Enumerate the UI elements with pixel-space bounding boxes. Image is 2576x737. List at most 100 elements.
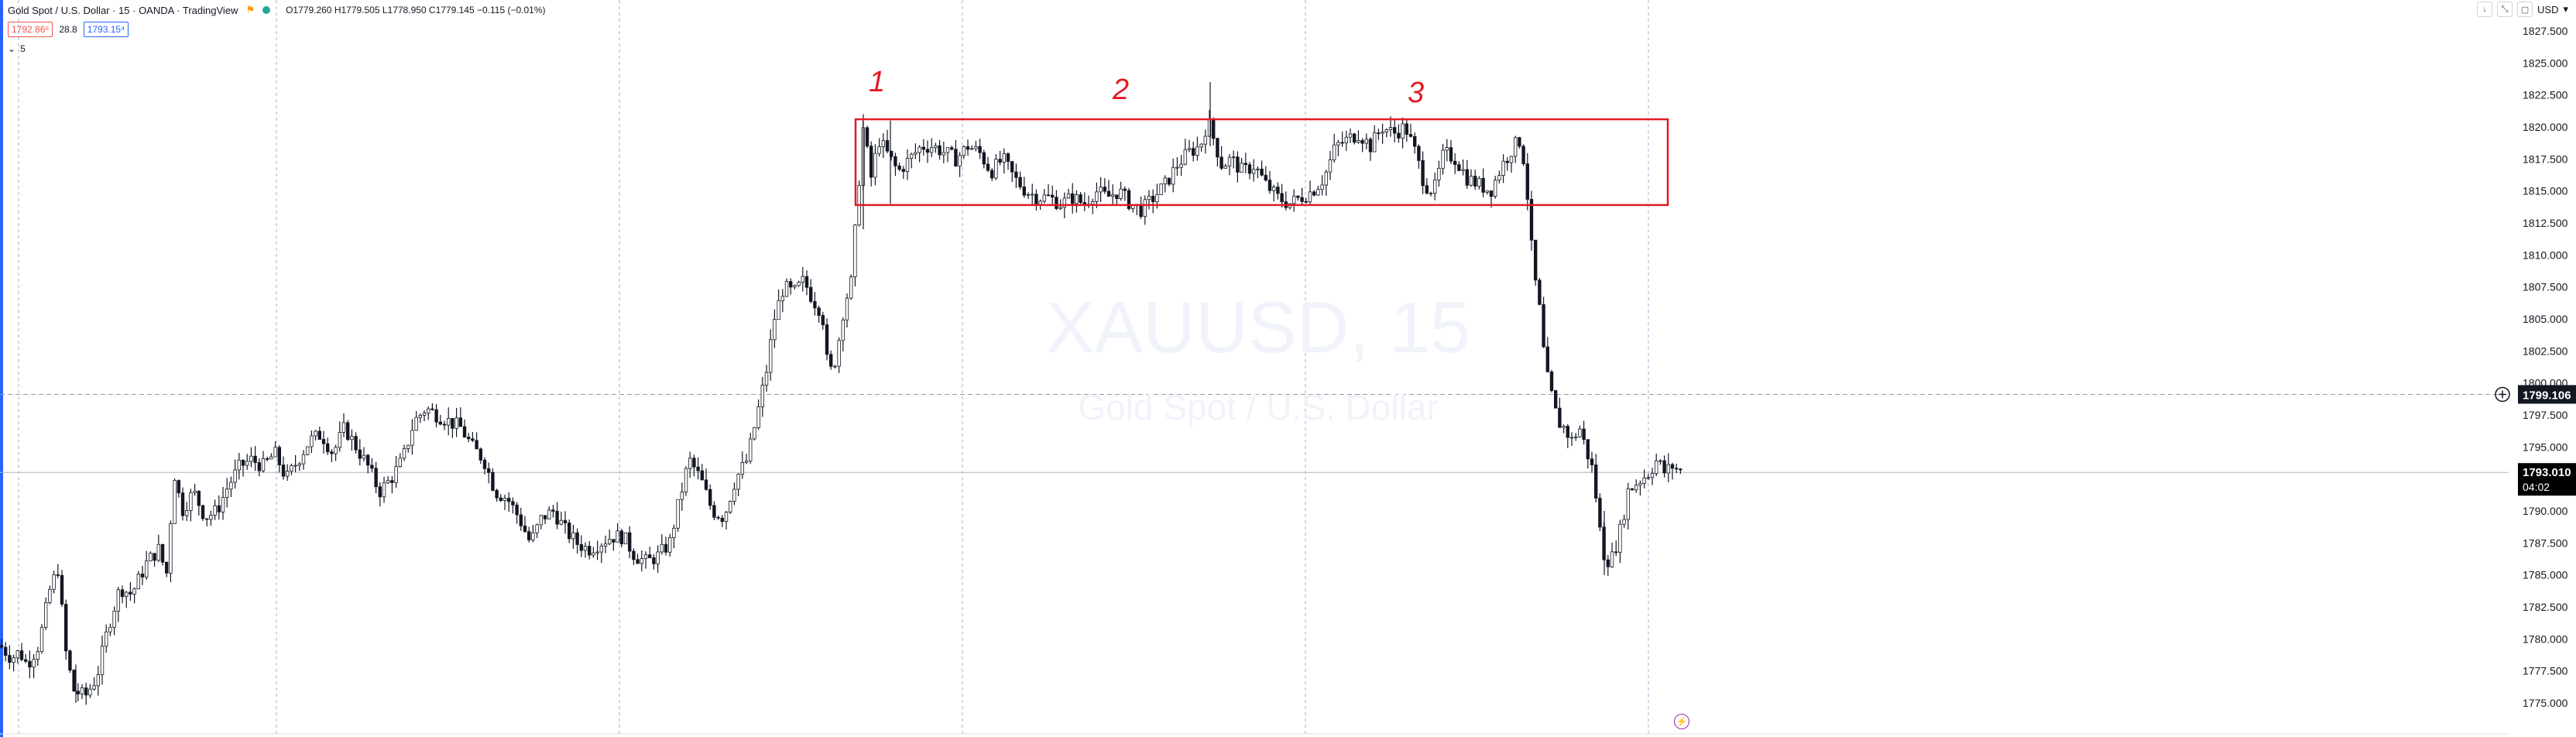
candle — [732, 482, 736, 506]
candle — [1127, 187, 1131, 211]
candle — [1340, 131, 1344, 147]
price-tick-label: 1817.500 — [2523, 153, 2568, 165]
candle — [1674, 464, 1679, 474]
candle — [712, 501, 716, 521]
candle — [1051, 185, 1055, 204]
candle — [1240, 157, 1243, 173]
candle — [1075, 190, 1079, 213]
candle — [643, 551, 648, 569]
candle — [970, 145, 974, 150]
candle — [507, 492, 511, 512]
candle — [221, 486, 225, 520]
candle — [1598, 493, 1602, 532]
candle — [1421, 151, 1425, 194]
candle — [120, 585, 125, 604]
chevron-down-icon[interactable]: ▾ — [2563, 3, 2568, 15]
candle — [153, 553, 156, 567]
candle — [225, 478, 229, 508]
candle — [744, 454, 749, 464]
candle — [986, 156, 990, 173]
candle — [555, 502, 559, 530]
candle — [237, 452, 241, 480]
candle — [821, 311, 825, 330]
candle — [628, 526, 632, 559]
range-box — [854, 118, 1669, 207]
candle — [688, 451, 692, 478]
indicator-toggle[interactable]: ⌄ 5 — [8, 43, 26, 54]
candle — [921, 139, 925, 156]
flag-icon[interactable]: ⚑ — [245, 4, 256, 15]
candle — [44, 597, 48, 630]
candle — [599, 543, 603, 564]
candle — [692, 454, 696, 477]
candle — [269, 453, 273, 460]
candle — [1586, 439, 1590, 469]
candle — [1626, 482, 1630, 530]
price-tick-label: 1827.500 — [2523, 25, 2568, 37]
buy-button[interactable]: 1793.15⁴ — [83, 22, 129, 37]
currency-selector[interactable]: USD — [2537, 3, 2559, 15]
maximize-icon[interactable]: ▢ — [2517, 2, 2533, 17]
symbol-title[interactable]: Gold Spot / U.S. Dollar · 15 · OANDA · T… — [8, 4, 238, 16]
candle — [571, 524, 575, 549]
candle — [873, 144, 877, 186]
candle — [897, 162, 901, 172]
candle — [394, 455, 398, 488]
candle — [531, 524, 535, 543]
candle — [1280, 183, 1284, 208]
candle — [608, 530, 612, 546]
candle — [1477, 176, 1481, 190]
candle — [1010, 160, 1014, 183]
candle — [1670, 462, 1675, 480]
candle — [1026, 192, 1031, 200]
candle — [1360, 138, 1364, 153]
candle — [1171, 158, 1175, 193]
candle — [603, 535, 608, 554]
candle — [15, 650, 19, 664]
watermark-layer: XAUUSD, 15 Gold Spot / U.S. Dollar — [1046, 286, 1471, 427]
lightning-icon[interactable]: ⚡ — [1674, 714, 1689, 729]
candle — [1401, 117, 1405, 149]
candle — [1658, 459, 1662, 465]
left-edge-highlight — [0, 0, 3, 737]
candle — [543, 515, 547, 525]
candle — [1521, 144, 1525, 166]
candle — [592, 547, 595, 558]
candle — [764, 365, 769, 392]
candle — [1071, 183, 1075, 214]
sell-button[interactable]: 1792.86⁶ — [8, 22, 53, 37]
chevron-down-icon[interactable]: ⌄ — [8, 43, 16, 54]
candle — [789, 278, 793, 295]
candle — [612, 539, 616, 551]
candle — [365, 454, 370, 474]
candle — [1264, 166, 1267, 182]
candle — [656, 545, 660, 573]
candle — [19, 643, 24, 662]
candle — [1357, 130, 1360, 144]
candle — [966, 139, 970, 156]
price-tick-label: 1797.500 — [2523, 409, 2568, 421]
candle — [1364, 133, 1368, 149]
candle — [499, 494, 503, 502]
candle — [249, 447, 253, 468]
candle — [684, 466, 688, 496]
candle — [1320, 175, 1324, 196]
price-tick-label: 1802.500 — [2523, 345, 2568, 357]
candle — [559, 511, 563, 526]
candle — [398, 453, 402, 468]
candle — [475, 432, 478, 450]
candle — [245, 454, 249, 470]
candle — [1055, 190, 1058, 211]
candle — [1167, 177, 1171, 187]
collapse-icon[interactable]: ⤡ — [2497, 2, 2513, 17]
candle — [1199, 142, 1203, 153]
candle — [334, 444, 338, 461]
candle — [640, 550, 643, 572]
candle — [660, 533, 664, 555]
candle — [1610, 542, 1614, 568]
candle — [1381, 123, 1384, 144]
arrow-down-icon[interactable]: ↓ — [2477, 2, 2493, 17]
candle — [149, 551, 153, 562]
candle — [833, 365, 837, 368]
